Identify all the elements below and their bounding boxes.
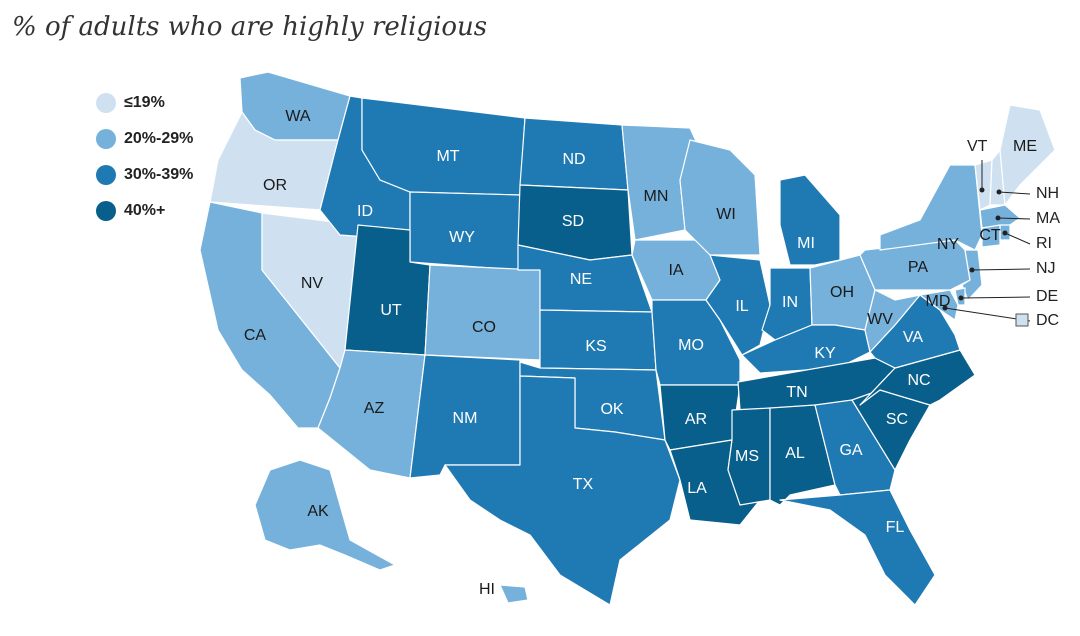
legend-label: 40%+ <box>124 202 166 219</box>
state-tx[interactable] <box>444 375 681 606</box>
state-label-pa: PA <box>908 259 928 276</box>
state-label-co: CO <box>472 319 496 336</box>
state-label-ia: IA <box>668 262 683 279</box>
state-label-mt: MT <box>436 148 459 165</box>
state-label-dc: DC <box>1036 312 1059 329</box>
leader-dot <box>969 267 975 273</box>
state-label-mo: MO <box>678 337 704 354</box>
legend-swatch <box>96 165 116 185</box>
state-co[interactable] <box>424 264 541 361</box>
leader-dot <box>995 215 1001 221</box>
state-fl[interactable] <box>779 489 936 606</box>
leader-dot <box>1002 230 1008 236</box>
state-label-tx: TX <box>573 476 594 493</box>
state-label-la: LA <box>687 480 707 497</box>
state-label-de: DE <box>1036 288 1058 305</box>
state-ct[interactable] <box>981 224 1001 248</box>
legend-label: 20%-29% <box>124 130 194 147</box>
state-hi[interactable] <box>499 584 529 604</box>
state-mt[interactable] <box>361 97 526 196</box>
state-label-mi: MI <box>797 235 815 252</box>
leader-line <box>971 268 1031 271</box>
state-label-va: VA <box>903 329 923 346</box>
state-label-mn: MN <box>644 188 669 205</box>
state-label-in: IN <box>782 294 798 311</box>
state-md[interactable] <box>919 289 959 321</box>
state-label-or: OR <box>263 177 287 194</box>
map-title: % of adults who are highly religious <box>12 12 488 42</box>
state-label-oh: OH <box>830 284 854 301</box>
state-label-wi: WI <box>716 206 736 223</box>
state-label-wy: WY <box>449 229 475 246</box>
state-label-al: AL <box>785 445 805 462</box>
state-label-ok: OK <box>600 401 623 418</box>
state-label-ut: UT <box>380 302 402 319</box>
state-label-vt: VT <box>967 138 988 155</box>
leader-line <box>960 296 1031 299</box>
leader-dot <box>996 189 1002 195</box>
leader-dot <box>942 305 948 311</box>
state-label-ca: CA <box>244 327 267 344</box>
legend: ≤19% 20%-29% 30%-39% 40%+ <box>96 90 193 234</box>
state-nj[interactable] <box>961 249 983 301</box>
state-label-id: ID <box>357 203 373 220</box>
dc-swatch <box>1015 313 1029 327</box>
state-mi[interactable] <box>779 174 841 266</box>
state-label-ms: MS <box>735 448 759 465</box>
leader-dot <box>958 295 964 301</box>
state-label-tn: TN <box>786 384 807 401</box>
leader-line <box>1004 232 1031 245</box>
state-label-ar: AR <box>685 411 707 428</box>
state-label-hi: HI <box>479 581 495 598</box>
state-label-wv: WV <box>867 311 893 328</box>
leader-dot <box>979 187 985 193</box>
legend-swatch <box>96 93 116 113</box>
leader-line <box>998 191 1031 195</box>
legend-item: ≤19% <box>96 90 193 116</box>
state-label-nm: NM <box>453 410 478 427</box>
leader-line <box>997 217 1031 220</box>
state-label-ks: KS <box>585 338 606 355</box>
legend-label: ≤19% <box>124 94 165 111</box>
state-label-ne: NE <box>570 271 592 288</box>
legend-swatch <box>96 129 116 149</box>
legend-swatch <box>96 201 116 221</box>
state-label-ak: AK <box>307 503 329 520</box>
state-label-il: IL <box>735 298 748 315</box>
legend-label: 30%-39% <box>124 166 194 183</box>
state-pa[interactable] <box>859 239 971 291</box>
state-label-sc: SC <box>886 411 908 428</box>
state-label-nc: NC <box>907 372 930 389</box>
state-label-fl: FL <box>886 519 905 536</box>
state-label-ma: MA <box>1036 210 1060 227</box>
legend-item: 40%+ <box>96 198 193 224</box>
state-label-ny: NY <box>937 236 960 253</box>
state-wa[interactable] <box>239 71 351 141</box>
state-label-nj: NJ <box>1036 260 1056 277</box>
state-label-ri: RI <box>1036 235 1052 252</box>
state-label-ky: KY <box>814 345 836 362</box>
state-label-az: AZ <box>364 400 385 417</box>
state-ak[interactable] <box>254 459 396 571</box>
state-label-ga: GA <box>839 442 862 459</box>
state-label-sd: SD <box>562 213 584 230</box>
state-label-me: ME <box>1013 138 1037 155</box>
legend-item: 20%-29% <box>96 126 193 152</box>
state-label-ct: CT <box>979 227 1001 244</box>
state-ny[interactable] <box>879 164 983 251</box>
state-label-nd: ND <box>562 151 585 168</box>
state-label-nv: NV <box>301 275 324 292</box>
legend-item: 30%-39% <box>96 162 193 188</box>
state-label-wa: WA <box>285 108 311 125</box>
state-label-nh: NH <box>1036 185 1059 202</box>
state-wi[interactable] <box>679 139 761 256</box>
